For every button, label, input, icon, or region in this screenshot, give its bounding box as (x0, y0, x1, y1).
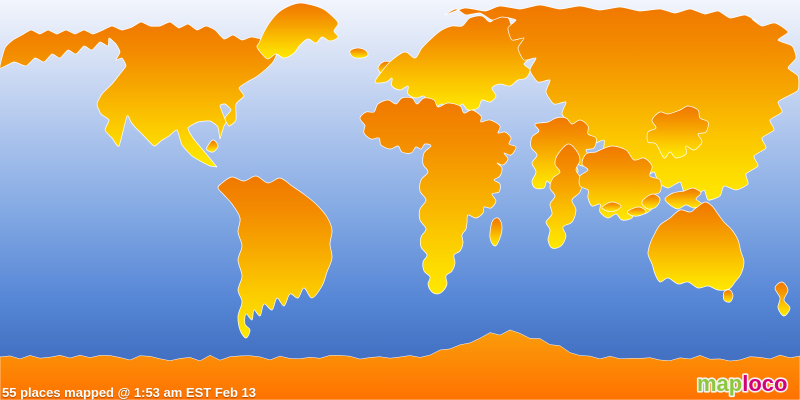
svg-text:maploco: maploco (697, 371, 787, 396)
